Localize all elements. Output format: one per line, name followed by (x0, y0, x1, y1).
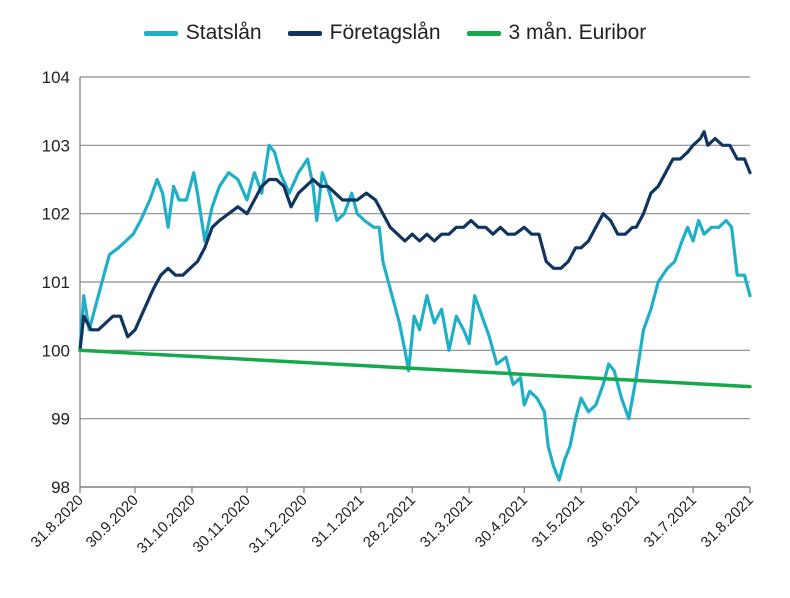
x-tick-label: 31.5.2021 (529, 492, 588, 551)
y-tick-label: 103 (42, 136, 70, 155)
legend-swatch-euribor (466, 30, 501, 36)
axis-layer (79, 77, 751, 493)
x-tick-label: 31.3.2021 (417, 492, 476, 551)
series-line-euribor (78, 348, 752, 389)
legend-label-foretagslan: Företagslån (329, 21, 441, 44)
x-tick-label: 31.7.2021 (641, 492, 700, 551)
y-tick-label: 104 (42, 68, 70, 87)
legend-swatch-foretagslan (287, 30, 322, 36)
y-tick-label: 102 (42, 205, 70, 224)
y-tick-label: 101 (42, 273, 70, 292)
series-layer (78, 130, 752, 482)
series-line-statslan (78, 143, 752, 482)
x-tick-label: 31.12.2020 (246, 492, 311, 557)
x-tick-label: 31.8.2021 (698, 492, 757, 551)
legend-label-statslan: Statslån (185, 21, 262, 44)
x-tick-label: 30.9.2020 (83, 492, 142, 551)
x-tick-label: 30.4.2021 (472, 492, 531, 551)
series-line-foretagslan (78, 130, 752, 352)
x-tick-label: 28.2.2021 (360, 492, 419, 551)
tick-label-layer: 104103102101100999831.8.202030.9.202031.… (28, 68, 757, 557)
legend-item-foretagslan: Företagslån (287, 21, 441, 45)
legend-item-euribor: 3 mån. Euribor (466, 21, 647, 45)
grid-layer (80, 76, 750, 488)
legend-item-statslan: Statslån (143, 21, 262, 45)
x-tick-label: 30.6.2021 (584, 492, 643, 551)
legend-swatch-statslan (143, 30, 178, 36)
y-tick-label: 98 (51, 478, 70, 497)
x-tick-label: 31.8.2020 (28, 492, 87, 551)
legend-label-euribor: 3 mån. Euribor (508, 21, 647, 44)
y-tick-label: 100 (42, 341, 70, 360)
x-tick-label: 30.11.2020 (190, 492, 254, 556)
x-tick-label: 31.10.2020 (134, 492, 199, 557)
chart-legend: Statslån Företagslån 3 mån. Euribor (0, 18, 790, 48)
y-tick-label: 99 (51, 410, 70, 429)
x-tick-label: 31.1.2021 (308, 492, 367, 551)
